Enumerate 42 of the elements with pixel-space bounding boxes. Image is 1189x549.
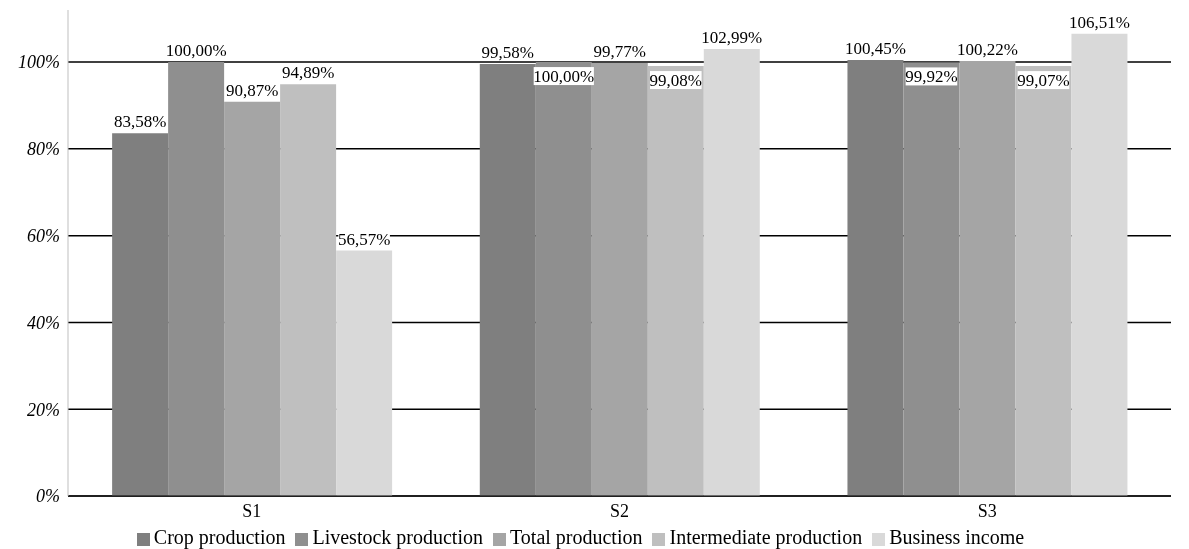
bar [535, 62, 592, 496]
legend-label: Intermediate production [669, 526, 863, 548]
legend-label: Crop production [153, 526, 286, 548]
y-tick-label: 20% [27, 399, 60, 420]
bar [647, 66, 704, 496]
y-tick-label: 60% [27, 226, 60, 247]
bar [1015, 66, 1072, 496]
data-label: 99,58% [481, 42, 534, 62]
bar [903, 62, 960, 496]
y-tick-label: 100% [18, 52, 60, 73]
legend-label: Livestock production [312, 526, 483, 548]
legend-label: Total production [510, 526, 643, 548]
data-label: 99,08% [649, 71, 702, 91]
x-tick-label: S2 [609, 500, 630, 521]
data-label: 106,51% [1068, 12, 1130, 32]
bar [1071, 33, 1128, 496]
data-label: 99,92% [905, 67, 958, 87]
bar [280, 84, 337, 496]
bar [479, 63, 536, 496]
data-label: 99,07% [1017, 71, 1070, 91]
data-label: 90,87% [225, 80, 279, 100]
bar [336, 250, 393, 496]
bar [112, 133, 169, 496]
data-label: 94,89% [281, 63, 335, 83]
y-tick-label: 0% [36, 486, 60, 507]
y-tick-label: 40% [27, 312, 60, 333]
data-label: 100,00% [165, 41, 227, 61]
bar [847, 60, 904, 496]
bar [224, 101, 281, 496]
data-label: 100,22% [956, 40, 1018, 60]
data-label: 102,99% [701, 28, 763, 48]
x-tick-label: S3 [977, 500, 997, 521]
bar [703, 49, 760, 496]
data-label: 56,57% [337, 229, 391, 249]
data-label: 100,00% [533, 67, 595, 87]
bar [168, 62, 225, 496]
data-label: 83,58% [113, 112, 167, 132]
data-label: 99,77% [593, 42, 646, 62]
y-tick-label: 80% [27, 139, 60, 160]
data-label: 100,45% [844, 39, 906, 59]
x-tick-label: S1 [242, 500, 262, 521]
legend-label: Business income [889, 526, 1025, 548]
